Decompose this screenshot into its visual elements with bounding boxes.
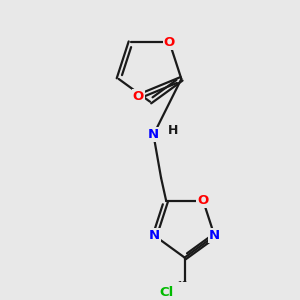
Text: H: H [168,124,178,137]
Text: Cl: Cl [159,286,173,299]
Text: N: N [148,128,159,141]
Text: N: N [149,229,160,242]
Text: O: O [133,90,144,103]
Text: O: O [197,194,209,207]
Text: O: O [164,36,175,49]
Text: N: N [209,229,220,242]
